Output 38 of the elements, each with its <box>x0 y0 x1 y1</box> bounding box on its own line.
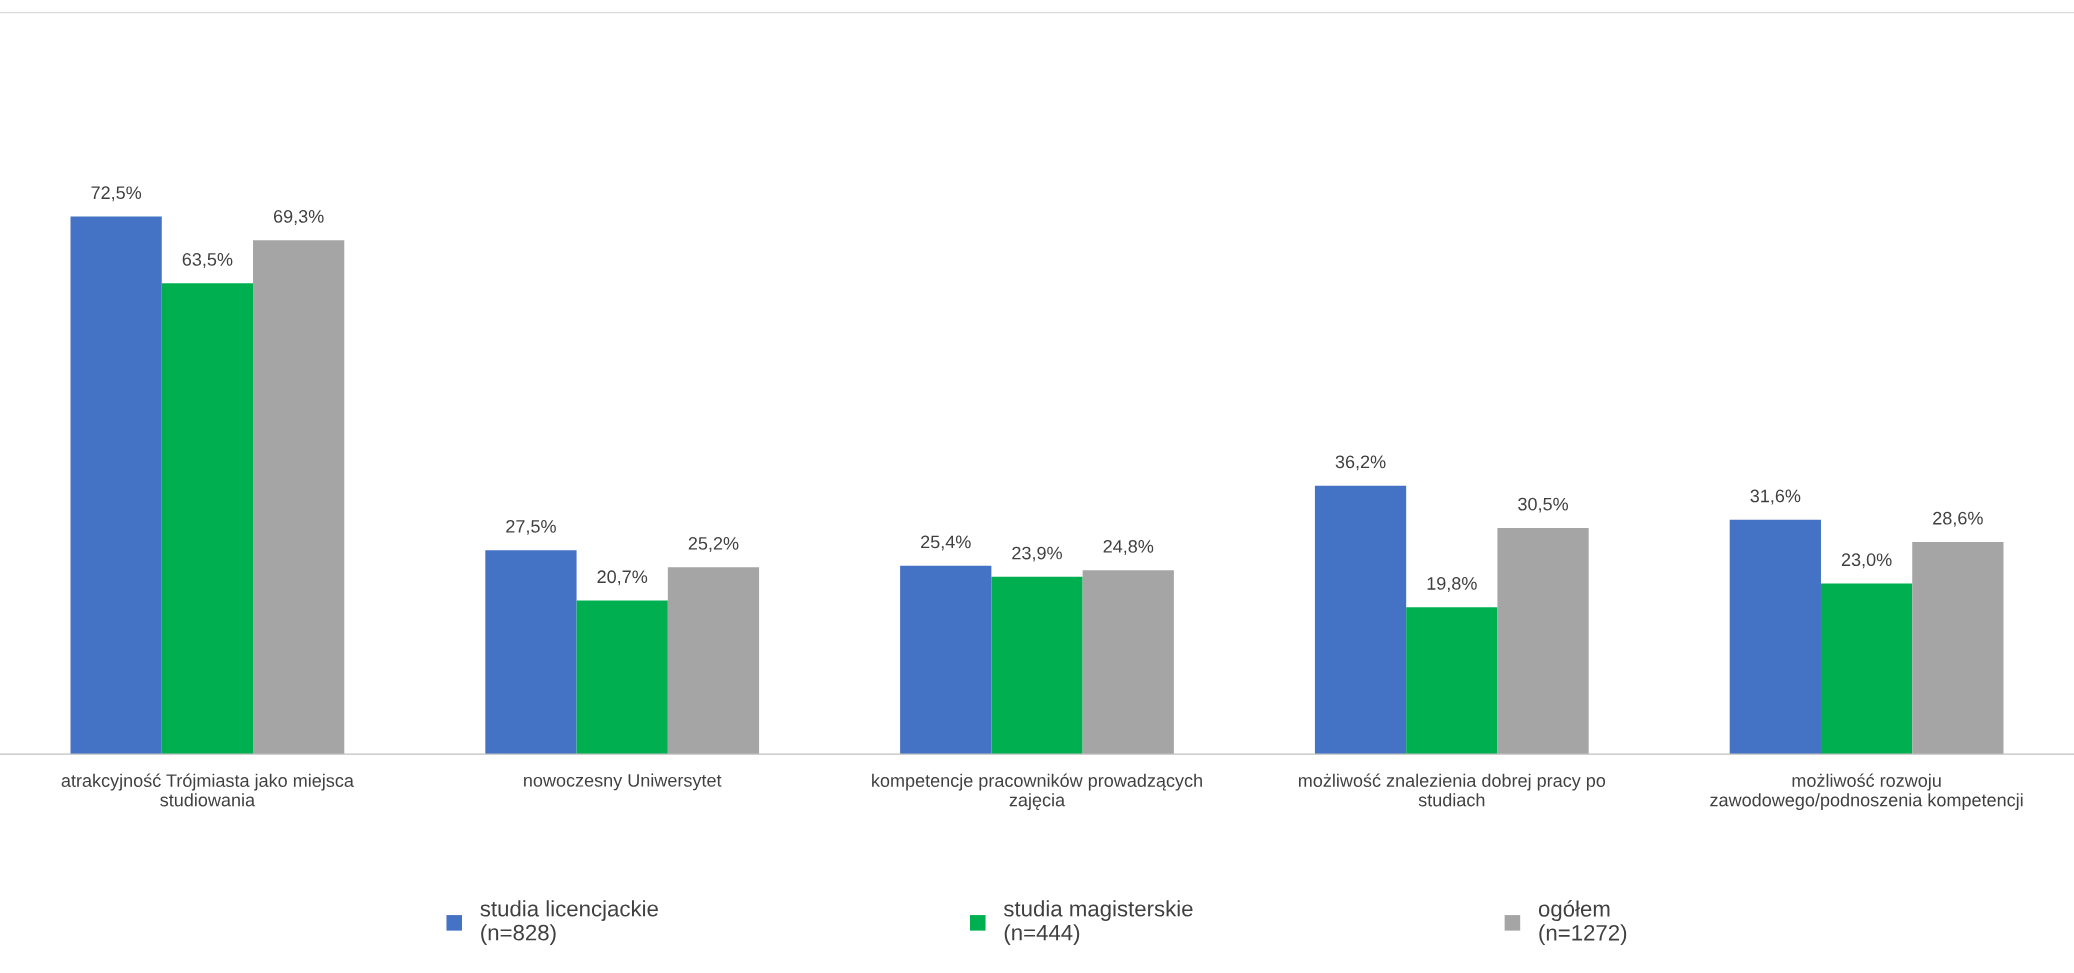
data-label: 25,2% <box>688 536 739 552</box>
bar <box>991 576 1083 755</box>
bar <box>253 240 345 755</box>
data-label: 24,8% <box>1103 539 1154 555</box>
data-label: 31,6% <box>1750 489 1801 505</box>
bar <box>900 565 992 755</box>
x-tick-label: kompetencje pracowników prowadzących zajęcia <box>872 773 1202 811</box>
bar <box>1497 527 1589 755</box>
x-tick-label: możliwość rozwoju zawodowego/podnoszenia kompetencji <box>1710 773 2023 811</box>
data-label: 27,5% <box>506 519 556 535</box>
data-label: 36,2% <box>1335 455 1386 471</box>
x-tick-label: możliwość znalezienia dobrej pracy po studiach <box>1298 773 1606 807</box>
data-label: 23,9% <box>1012 546 1062 562</box>
bar <box>1314 485 1407 755</box>
data-label: 30,5% <box>1518 497 1569 513</box>
x-tick-label: nowoczesny Uniwersytet <box>524 773 722 791</box>
bar <box>1820 583 1913 755</box>
bar <box>1912 542 2004 755</box>
legend-label: studia magisterskie (n=444) <box>1003 900 1193 945</box>
bar <box>1729 519 1821 755</box>
bar <box>1406 607 1498 755</box>
data-label: 23,0% <box>1841 553 1892 569</box>
data-label: 19,8% <box>1427 577 1477 592</box>
data-label: 28,6% <box>1933 511 1983 527</box>
legend-label: studia licencjackie (n=828) <box>480 900 658 945</box>
data-label: 69,3% <box>273 210 324 225</box>
bar <box>161 283 254 755</box>
data-label: 20,7% <box>597 570 648 586</box>
data-label: 72,5% <box>91 186 142 202</box>
bar <box>667 567 760 755</box>
legend-label: ogółem (n=1272) <box>1538 900 1627 946</box>
x-tick-label: atrakcyjność Trójmiasta jako miejsca studiowania <box>61 773 354 807</box>
bar <box>576 600 668 755</box>
bar <box>1082 570 1174 755</box>
bar <box>70 216 162 755</box>
bar <box>485 550 577 755</box>
data-label: 63,5% <box>182 253 233 268</box>
data-label: 25,4% <box>921 535 971 551</box>
